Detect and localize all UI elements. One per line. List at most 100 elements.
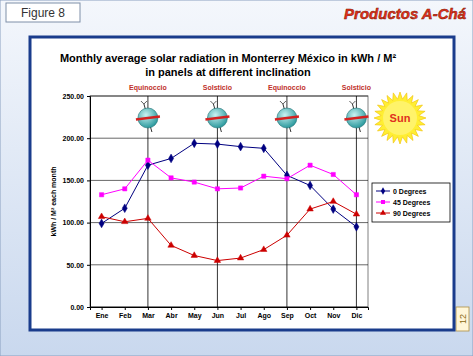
y-tick-label: 100.00 — [63, 219, 85, 226]
legend-label: 45 Degrees — [393, 199, 430, 207]
x-tick-mark — [102, 307, 103, 310]
x-tick: Jul — [236, 307, 246, 319]
x-tick-mark — [287, 307, 288, 310]
x-tick-label: Feb — [119, 312, 131, 319]
annotations: Equinoccio Solsticio Equinoccio Solsticio — [129, 84, 371, 307]
x-tick-label: Nov — [327, 312, 340, 319]
globe-tip — [141, 101, 147, 104]
series-point — [308, 163, 312, 167]
y-tick-mark — [87, 96, 90, 97]
globe-tip — [210, 101, 216, 104]
series-line — [102, 202, 357, 261]
series-point — [99, 219, 104, 228]
figure-label: Figure 8 — [21, 6, 65, 20]
x-axis: EneFebMarAbrMayJunJulAgoSepOctNovDic — [91, 307, 369, 320]
brand: Productos A-Chá — [344, 5, 466, 22]
y-axis: 0.0050.00100.00150.00200.00250.00 — [63, 93, 91, 311]
y-tick-mark — [87, 307, 90, 308]
y-tick: 200.00 — [63, 135, 90, 142]
x-tick: Ago — [257, 307, 271, 320]
globe-tip — [280, 101, 286, 104]
series-point — [214, 257, 220, 263]
legend-box — [372, 183, 450, 222]
series-point — [353, 210, 359, 216]
series-point — [191, 252, 197, 258]
x-tick: Feb — [119, 307, 131, 319]
series-point — [330, 198, 336, 204]
x-tick-mark — [171, 307, 172, 310]
series-point — [261, 144, 266, 153]
annotation-label: Equinoccio — [129, 84, 167, 92]
series-point — [169, 154, 174, 163]
sun-rays — [374, 92, 426, 144]
chart-panel — [30, 37, 454, 330]
x-tick-label: Dic — [351, 312, 362, 319]
y-tick-mark — [87, 265, 90, 266]
y-tick: 100.00 — [63, 219, 90, 226]
marks — [98, 139, 359, 263]
series-point — [354, 193, 358, 197]
series-point — [99, 193, 103, 197]
globe-icon — [205, 101, 229, 132]
series-point — [192, 139, 197, 148]
annotation-label: Equinoccio — [268, 84, 306, 92]
sun-disc — [383, 101, 417, 135]
y-tick-label: 200.00 — [63, 135, 85, 142]
x-tick-label: Mar — [142, 312, 155, 319]
series-line — [102, 143, 357, 227]
x-tick: Nov — [327, 307, 340, 319]
y-tick: 250.00 — [63, 93, 90, 100]
y-tick-mark — [87, 138, 90, 139]
series-line — [102, 160, 357, 195]
legend: 0 Degrees 45 Degrees 90 Degrees — [372, 183, 450, 222]
globe-band — [275, 117, 299, 120]
series-point — [192, 180, 196, 184]
y-tick-label: 0.00 — [70, 304, 84, 311]
x-tick-label: Oct — [305, 312, 317, 319]
title-group: Monthly average solar radiation in Monte… — [60, 52, 397, 78]
y-tick: 150.00 — [63, 177, 90, 184]
series-point — [284, 232, 290, 238]
page-number-box — [456, 307, 469, 331]
page-background — [0, 0, 473, 356]
series-point — [215, 187, 219, 191]
series-point — [122, 204, 127, 213]
series-point — [168, 242, 174, 248]
x-tick-mark — [194, 307, 195, 310]
legend-label: 0 Degrees — [393, 188, 427, 196]
series-point — [98, 213, 104, 219]
grid-line — [90, 222, 368, 223]
x-axis-line — [91, 308, 369, 311]
x-tick-mark — [310, 307, 311, 310]
y-axis-title: kWh / M² each month — [50, 167, 57, 237]
series-point — [123, 187, 127, 191]
globe-icon — [136, 101, 160, 132]
legend-label: 90 Degrees — [393, 210, 430, 218]
x-tick-label: Jul — [236, 312, 246, 319]
series-point — [331, 205, 336, 214]
series-point — [238, 142, 243, 151]
annotation-label: Solsticio — [342, 84, 371, 91]
legend-marker — [380, 209, 386, 214]
series-point — [237, 254, 243, 260]
y-tick-mark — [87, 180, 90, 181]
annotation-label: Solsticio — [203, 84, 232, 91]
x-tick-mark — [125, 307, 126, 310]
x-tick-label: Sep — [281, 312, 294, 320]
globe-icon — [344, 101, 368, 132]
series-point — [146, 158, 150, 162]
title: in panels at different inclination — [145, 66, 311, 78]
x-tick-label: Ago — [257, 312, 271, 320]
x-tick-label: Ene — [96, 312, 109, 319]
y-tick: 0.00 — [70, 304, 90, 311]
grid — [90, 96, 368, 307]
y-axis-line — [87, 97, 91, 308]
title: Monthly average solar radiation in Monte… — [60, 52, 397, 64]
y-tick-label: 250.00 — [63, 93, 85, 100]
x-tick: Mar — [142, 307, 155, 319]
globe-band — [136, 117, 160, 120]
x-tick-mark — [264, 307, 265, 310]
series-point — [238, 186, 242, 190]
x-tick-mark — [241, 307, 242, 310]
x-tick-label: Jun — [212, 312, 224, 319]
